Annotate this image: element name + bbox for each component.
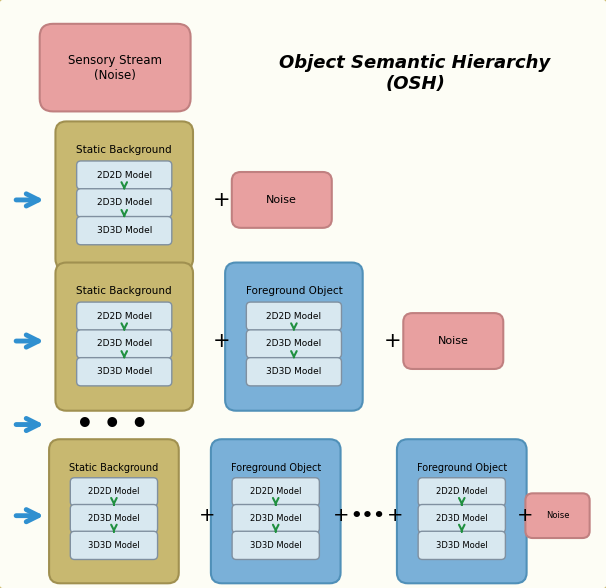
FancyBboxPatch shape bbox=[231, 172, 332, 228]
Text: 2D3D Model: 2D3D Model bbox=[266, 339, 322, 349]
Text: 2D2D Model: 2D2D Model bbox=[97, 312, 152, 320]
FancyBboxPatch shape bbox=[225, 263, 362, 411]
Text: 2D3D Model: 2D3D Model bbox=[436, 514, 488, 523]
Text: +: + bbox=[387, 506, 404, 525]
FancyBboxPatch shape bbox=[70, 532, 158, 560]
FancyBboxPatch shape bbox=[246, 302, 342, 330]
FancyBboxPatch shape bbox=[246, 330, 342, 358]
FancyBboxPatch shape bbox=[232, 532, 319, 560]
Text: 2D3D Model: 2D3D Model bbox=[96, 198, 152, 208]
Text: Static Background: Static Background bbox=[69, 463, 159, 473]
FancyBboxPatch shape bbox=[56, 122, 193, 270]
Text: 2D2D Model: 2D2D Model bbox=[88, 487, 139, 496]
FancyBboxPatch shape bbox=[418, 477, 505, 506]
Text: 3D3D Model: 3D3D Model bbox=[96, 368, 152, 376]
Text: Foreground Object: Foreground Object bbox=[245, 286, 342, 296]
FancyBboxPatch shape bbox=[76, 216, 172, 245]
Text: •••: ••• bbox=[350, 507, 385, 524]
FancyBboxPatch shape bbox=[76, 302, 172, 330]
FancyBboxPatch shape bbox=[70, 505, 158, 533]
Text: 3D3D Model: 3D3D Model bbox=[250, 541, 302, 550]
Text: +: + bbox=[199, 506, 216, 525]
FancyBboxPatch shape bbox=[70, 477, 158, 506]
Text: Noise: Noise bbox=[546, 511, 569, 520]
Text: +: + bbox=[384, 331, 402, 351]
FancyBboxPatch shape bbox=[76, 330, 172, 358]
Text: 2D2D Model: 2D2D Model bbox=[436, 487, 487, 496]
FancyBboxPatch shape bbox=[49, 439, 179, 583]
Text: Object Semantic Hierarchy
(OSH): Object Semantic Hierarchy (OSH) bbox=[279, 54, 551, 93]
FancyBboxPatch shape bbox=[76, 189, 172, 217]
Text: 2D2D Model: 2D2D Model bbox=[267, 312, 321, 320]
Text: 3D3D Model: 3D3D Model bbox=[88, 541, 140, 550]
Text: 2D3D Model: 2D3D Model bbox=[96, 339, 152, 349]
Text: 3D3D Model: 3D3D Model bbox=[96, 226, 152, 235]
FancyBboxPatch shape bbox=[246, 358, 342, 386]
Text: • • •: • • • bbox=[76, 410, 148, 439]
FancyBboxPatch shape bbox=[211, 439, 341, 583]
Text: Noise: Noise bbox=[267, 195, 297, 205]
Text: 2D2D Model: 2D2D Model bbox=[97, 171, 152, 179]
FancyBboxPatch shape bbox=[418, 505, 505, 533]
FancyBboxPatch shape bbox=[525, 493, 590, 538]
Text: Foreground Object: Foreground Object bbox=[231, 463, 321, 473]
FancyBboxPatch shape bbox=[76, 358, 172, 386]
FancyBboxPatch shape bbox=[40, 24, 190, 112]
Text: +: + bbox=[212, 331, 230, 351]
FancyBboxPatch shape bbox=[232, 477, 319, 506]
FancyBboxPatch shape bbox=[56, 263, 193, 411]
Text: 2D2D Model: 2D2D Model bbox=[250, 487, 301, 496]
Text: 3D3D Model: 3D3D Model bbox=[436, 541, 488, 550]
FancyBboxPatch shape bbox=[397, 439, 527, 583]
Text: +: + bbox=[516, 506, 533, 525]
Text: Sensory Stream
(Noise): Sensory Stream (Noise) bbox=[68, 54, 162, 82]
Text: +: + bbox=[333, 506, 350, 525]
FancyBboxPatch shape bbox=[418, 532, 505, 560]
Text: 3D3D Model: 3D3D Model bbox=[266, 368, 322, 376]
FancyBboxPatch shape bbox=[232, 505, 319, 533]
Text: 2D3D Model: 2D3D Model bbox=[88, 514, 140, 523]
FancyBboxPatch shape bbox=[76, 161, 172, 189]
FancyBboxPatch shape bbox=[404, 313, 503, 369]
Text: Static Background: Static Background bbox=[76, 145, 172, 155]
Text: Foreground Object: Foreground Object bbox=[417, 463, 507, 473]
Text: +: + bbox=[212, 190, 230, 210]
Text: Noise: Noise bbox=[438, 336, 468, 346]
Text: Static Background: Static Background bbox=[76, 286, 172, 296]
Text: 2D3D Model: 2D3D Model bbox=[250, 514, 302, 523]
